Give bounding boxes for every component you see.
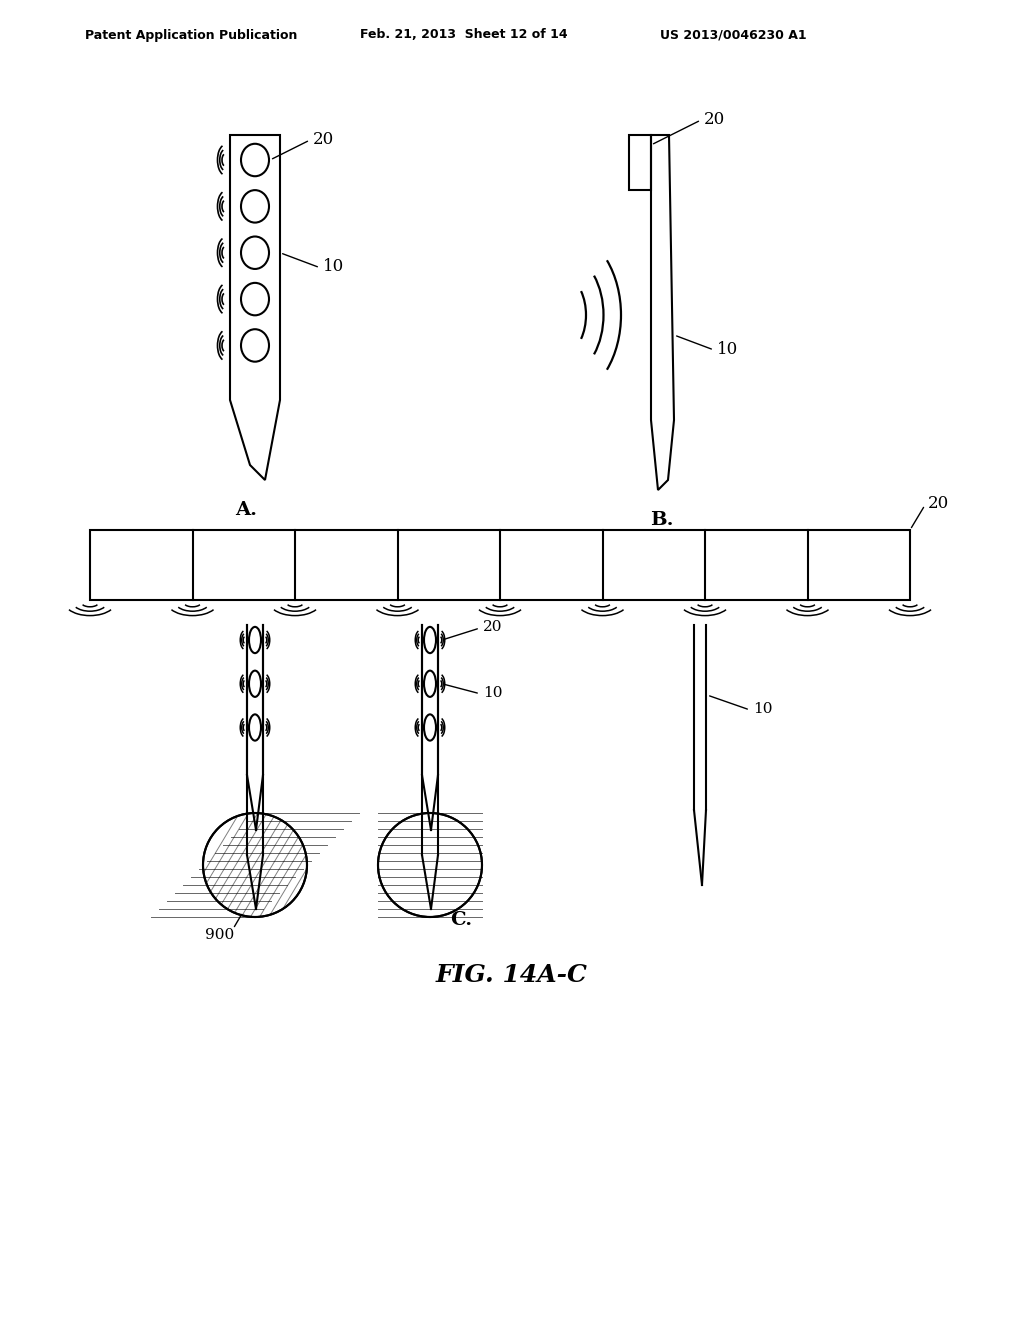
Circle shape <box>203 813 307 917</box>
Text: 10: 10 <box>717 341 738 358</box>
Text: 10: 10 <box>323 259 344 276</box>
Text: A.: A. <box>234 502 257 519</box>
Text: C.: C. <box>450 911 472 929</box>
Text: Feb. 21, 2013  Sheet 12 of 14: Feb. 21, 2013 Sheet 12 of 14 <box>360 29 567 41</box>
Text: Patent Application Publication: Patent Application Publication <box>85 29 297 41</box>
Text: 10: 10 <box>753 702 772 715</box>
Text: 900: 900 <box>205 928 234 942</box>
Text: US 2013/0046230 A1: US 2013/0046230 A1 <box>660 29 807 41</box>
Text: 20: 20 <box>705 111 725 128</box>
Text: 20: 20 <box>928 495 949 512</box>
Text: FIG. 14A-C: FIG. 14A-C <box>436 964 588 987</box>
Text: 20: 20 <box>483 620 503 634</box>
Text: B.: B. <box>650 511 674 529</box>
Text: 20: 20 <box>313 131 334 148</box>
Bar <box>90 531 910 601</box>
Text: 10: 10 <box>483 686 503 700</box>
Circle shape <box>378 813 482 917</box>
